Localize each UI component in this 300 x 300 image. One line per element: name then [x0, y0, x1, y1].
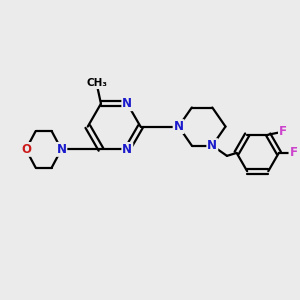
Text: F: F [279, 125, 287, 138]
Text: N: N [122, 97, 132, 110]
Text: N: N [174, 120, 184, 133]
Text: O: O [21, 143, 31, 156]
Text: N: N [56, 143, 66, 156]
Text: F: F [290, 146, 298, 159]
Text: N: N [122, 143, 132, 156]
Text: CH₃: CH₃ [86, 78, 107, 88]
Text: N: N [207, 139, 217, 152]
